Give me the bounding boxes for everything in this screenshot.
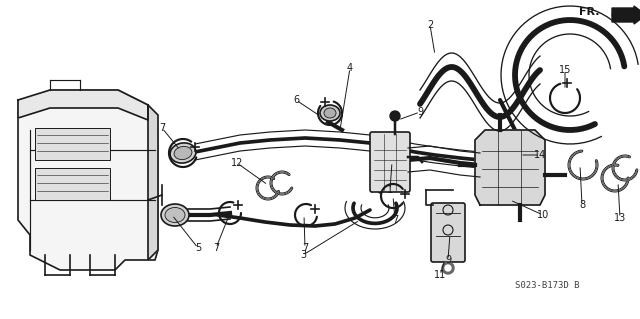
FancyBboxPatch shape — [431, 203, 465, 262]
Polygon shape — [18, 90, 148, 120]
Ellipse shape — [161, 204, 189, 226]
FancyBboxPatch shape — [370, 132, 410, 192]
Text: 10: 10 — [537, 210, 549, 220]
Text: 4: 4 — [347, 63, 353, 73]
Polygon shape — [18, 90, 158, 270]
Text: 2: 2 — [427, 20, 433, 30]
Ellipse shape — [174, 146, 192, 160]
Circle shape — [445, 265, 451, 271]
Text: 8: 8 — [579, 200, 585, 210]
Text: FR.: FR. — [579, 7, 600, 17]
Text: 9: 9 — [417, 107, 423, 117]
Ellipse shape — [324, 108, 336, 118]
Text: 6: 6 — [293, 95, 299, 105]
Text: 3: 3 — [300, 250, 306, 260]
Ellipse shape — [170, 143, 196, 163]
Text: S023-B173D B: S023-B173D B — [515, 280, 579, 290]
FancyArrow shape — [612, 6, 640, 24]
Circle shape — [390, 111, 400, 121]
Text: 7: 7 — [159, 123, 165, 133]
Text: 7: 7 — [213, 243, 219, 253]
Bar — [35, 128, 110, 160]
Text: 12: 12 — [231, 158, 243, 168]
Text: 5: 5 — [195, 243, 201, 253]
Text: 14: 14 — [534, 150, 546, 160]
Text: 1: 1 — [387, 185, 393, 195]
Polygon shape — [148, 105, 158, 260]
Text: 7: 7 — [392, 215, 398, 225]
Text: 7: 7 — [302, 243, 308, 253]
Text: 11: 11 — [434, 270, 446, 280]
Text: 13: 13 — [614, 213, 626, 223]
Text: 9: 9 — [445, 255, 451, 265]
Ellipse shape — [165, 207, 185, 222]
Ellipse shape — [320, 105, 340, 121]
Bar — [35, 168, 110, 200]
Circle shape — [442, 262, 454, 274]
Polygon shape — [475, 130, 545, 205]
Text: 15: 15 — [559, 65, 571, 75]
